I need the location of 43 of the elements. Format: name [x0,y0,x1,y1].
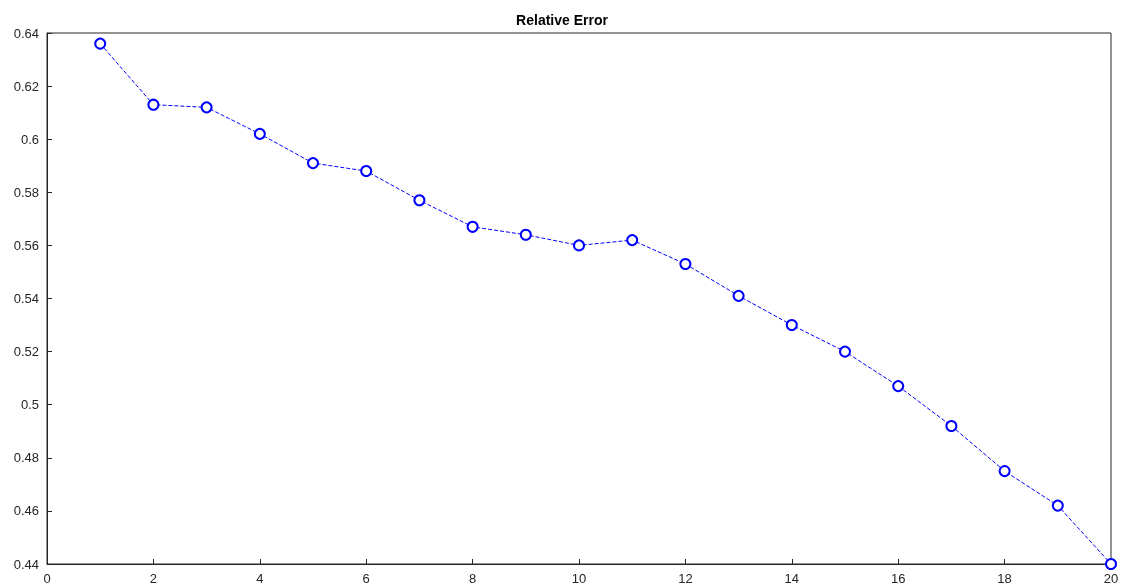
x-tick-label: 10 [571,571,587,586]
x-tick-label: 12 [678,571,693,586]
point [679,257,692,270]
point [200,101,213,114]
point [253,127,266,140]
y-tick-label: 0.52 [13,344,39,360]
point [307,157,319,170]
x-tick-label: 16 [890,571,906,586]
y-tick-label: 0.64 [13,25,39,41]
y-tick-label: 0.6 [20,131,39,147]
y-tick-label: 0.46 [13,503,39,519]
point [413,194,426,207]
point [1051,499,1064,512]
y-tick-label: 0.48 [13,450,39,466]
point [732,289,745,302]
y-tick-label: 0.54 [13,291,39,306]
x-tick-label: 20 [1103,571,1119,586]
x-tick-label: 4 [256,571,264,586]
point [466,220,479,233]
y-tick-label: 0.44 [13,556,39,572]
point [573,239,585,252]
y-tick-label: 0.56 [13,237,39,253]
y-tick-label: 0.62 [13,78,39,94]
y-tick-label: 0.58 [13,184,39,200]
x-tick-label: 8 [468,571,477,586]
point [1105,558,1117,570]
x-tick-label: 0 [43,571,51,586]
point [892,380,905,393]
chart-title: Relative Error [516,12,609,28]
y-tick-label: 0.5 [20,397,39,413]
x-tick-label: 18 [997,571,1012,586]
x-tick-label: 14 [784,571,800,586]
point [839,345,851,358]
point [626,234,639,247]
point [785,319,798,332]
point [94,37,107,50]
point [945,419,958,432]
point [147,98,160,111]
point [519,228,532,241]
point [360,165,373,178]
x-tick-label: 6 [362,571,370,586]
point [998,465,1011,478]
x-tick-label: 2 [149,571,158,586]
